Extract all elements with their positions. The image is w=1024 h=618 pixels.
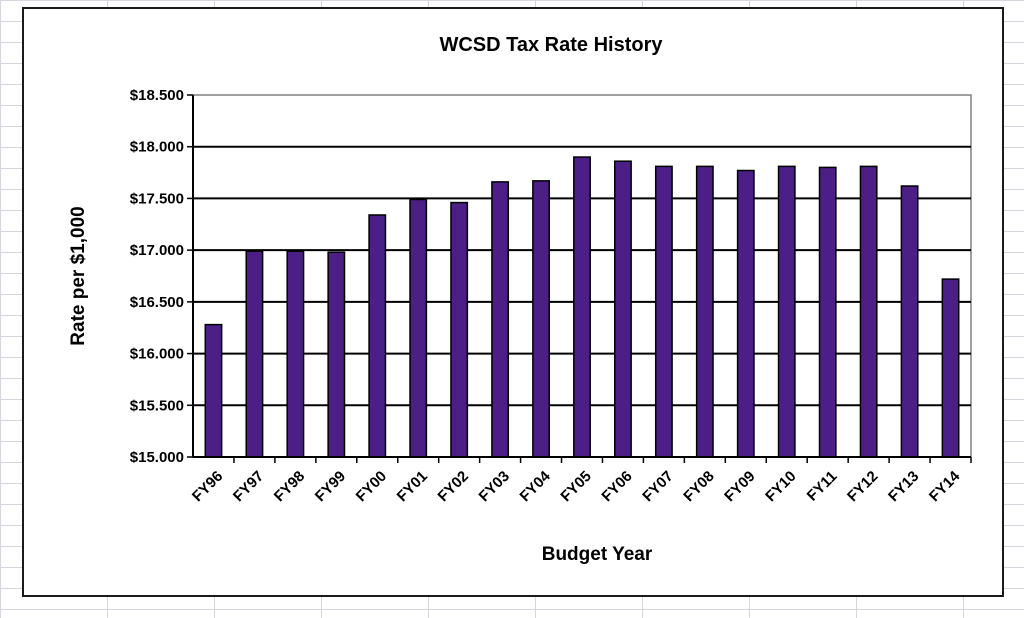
bar: [900, 185, 919, 458]
x-tick-label: FY12: [844, 468, 881, 505]
y-tick-label: $16.500: [130, 294, 184, 311]
bar: [532, 180, 550, 458]
chart-frame: WCSD Tax Rate History $15.000 $15.500 $16.…: [22, 7, 1004, 597]
x-tick-label: FY05: [557, 468, 594, 505]
bar-chart: WCSD Tax Rate History $15.000 $15.500 $16.…: [68, 34, 972, 565]
bar: [859, 165, 878, 458]
x-tick-label: FY09: [721, 468, 758, 505]
bar: [818, 166, 837, 458]
bar: [286, 250, 305, 458]
y-tick-label: $18.500: [130, 87, 184, 104]
x-axis-title: Budget Year: [542, 544, 653, 565]
bar: [573, 156, 591, 458]
bar: [409, 198, 428, 458]
x-tick-label: FY03: [476, 468, 513, 505]
bar: [777, 165, 796, 458]
y-tick-label: $17.000: [130, 242, 184, 259]
x-tick-label: FY07: [639, 468, 676, 505]
bar: [450, 201, 469, 458]
bar: [695, 165, 714, 458]
x-tick-label: FY14: [926, 467, 964, 505]
y-axis-title: Rate per $1,000: [68, 206, 89, 345]
x-tick-label: FY08: [680, 468, 717, 505]
x-tick-label: FY99: [312, 468, 349, 505]
x-tick-label: FY97: [230, 468, 267, 505]
bar: [204, 323, 223, 458]
x-tick-label: FY11: [804, 468, 841, 505]
x-tick-label: FY02: [435, 468, 472, 505]
bar: [491, 181, 510, 458]
bar: [368, 214, 387, 458]
bar: [327, 251, 346, 458]
y-axis-ticks: $15.000 $15.500 $16.000 $16.500 $17.000 $17.5…: [130, 87, 193, 466]
x-tick-label: FY04: [517, 467, 555, 505]
bar: [654, 165, 673, 458]
bar: [736, 169, 755, 458]
bar: [614, 160, 632, 458]
y-tick-label: $18.000: [130, 139, 184, 156]
x-tick-label: FY00: [353, 468, 390, 505]
y-tick-label: $16.000: [130, 346, 184, 363]
x-tick-label: FY10: [762, 468, 799, 505]
x-axis-ticks: FY96 FY97 FY98 FY99 FY00 FY01 FY02 FY03 FY04 FY05…: [189, 457, 972, 505]
x-tick-label: FY98: [271, 468, 308, 505]
bar: [245, 250, 264, 458]
x-tick-label: FY01: [394, 468, 431, 505]
x-tick-label: FY96: [189, 468, 226, 505]
chart-title: WCSD Tax Rate History: [439, 34, 663, 56]
x-tick-label: FY06: [598, 468, 635, 505]
bar: [941, 278, 960, 458]
bars: [204, 156, 960, 458]
y-tick-label: $15.000: [130, 449, 184, 466]
x-tick-label: FY13: [885, 468, 922, 505]
y-tick-label: $15.500: [130, 397, 184, 414]
y-tick-label: $17.500: [130, 190, 184, 207]
